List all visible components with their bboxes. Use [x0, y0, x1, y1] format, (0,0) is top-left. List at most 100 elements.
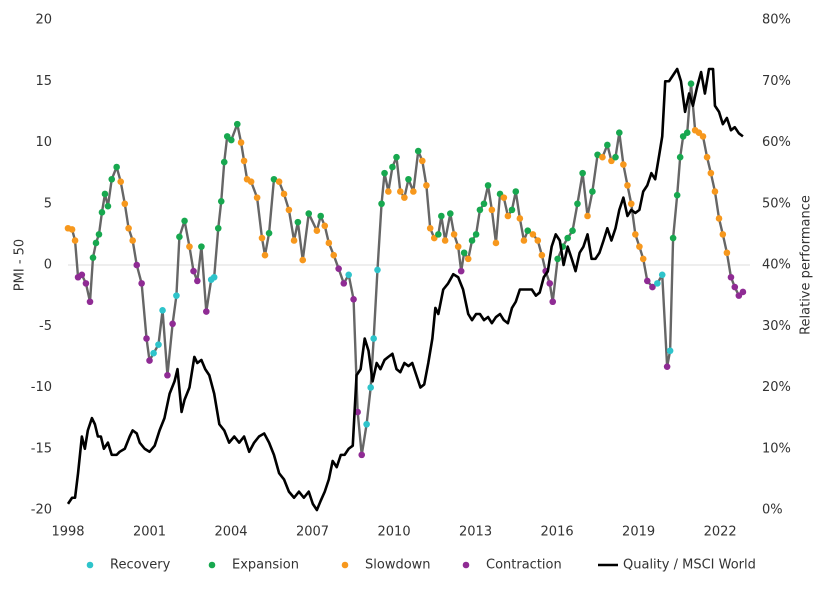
phase-point — [676, 153, 684, 161]
phase-point — [181, 217, 188, 225]
legend-label: Slowdown — [365, 558, 431, 573]
legend-marker — [462, 561, 470, 569]
phase-point — [237, 139, 245, 146]
y2-tick-label: 50% — [762, 196, 791, 211]
phase-point — [504, 212, 512, 220]
legend-marker — [208, 561, 216, 569]
phase-point — [435, 231, 442, 238]
phase-point — [117, 178, 125, 185]
phase-point — [512, 188, 520, 195]
legend-label: Expansion — [232, 558, 299, 573]
phase-point — [78, 271, 86, 279]
phase-point — [699, 133, 707, 140]
phase-point — [299, 256, 307, 264]
phase-point — [290, 237, 298, 244]
phase-point — [350, 296, 357, 303]
phase-point — [438, 212, 445, 220]
phase-point — [104, 202, 112, 210]
phase-point — [294, 218, 302, 226]
legend-label: Quality / MSCI World — [623, 558, 756, 573]
phase-point — [624, 182, 631, 189]
phase-point — [280, 190, 288, 198]
phase-point — [643, 277, 651, 285]
phase-point — [564, 234, 571, 242]
phase-point — [616, 129, 623, 136]
phase-point — [612, 153, 619, 161]
phase-point — [620, 161, 627, 168]
phase-point — [92, 239, 100, 247]
y2-tick-label: 60% — [762, 135, 791, 150]
phase-point — [534, 237, 542, 244]
y-tick-label: -20 — [31, 503, 52, 518]
phase-point — [261, 251, 269, 259]
phase-point — [673, 191, 681, 199]
phase-point — [480, 200, 488, 208]
y2-tick-label: 20% — [762, 380, 791, 395]
phase-point — [447, 210, 454, 217]
phase-point — [516, 215, 524, 222]
phase-point — [270, 175, 278, 183]
phase-point — [363, 420, 370, 428]
phase-point — [715, 215, 723, 222]
phase-point — [636, 243, 643, 250]
x-tick-label: 1998 — [51, 525, 84, 540]
phase-point — [71, 237, 79, 244]
phase-point — [488, 206, 496, 214]
phase-point — [203, 308, 210, 315]
phase-point — [194, 277, 201, 285]
phase-point — [82, 280, 90, 287]
y-tick-label: 10 — [35, 135, 52, 150]
phase-point — [381, 169, 388, 177]
phase-point — [129, 237, 136, 244]
phase-point — [133, 261, 141, 269]
y2-tick-label: 0% — [762, 503, 783, 518]
x-tick-label: 2001 — [133, 525, 166, 540]
series-line — [66, 67, 744, 512]
y2-tick-label: 30% — [762, 319, 791, 334]
pmi-line — [67, 82, 744, 457]
phase-point — [492, 239, 500, 247]
phase-point — [389, 163, 396, 171]
phase-point — [472, 231, 480, 238]
phase-point — [464, 255, 472, 263]
phase-point — [370, 335, 377, 342]
phase-point — [335, 265, 342, 272]
phase-point — [723, 249, 731, 257]
phase-point — [367, 384, 374, 391]
phase-point — [460, 249, 468, 257]
phase-point — [345, 271, 352, 279]
phase-point — [687, 80, 695, 87]
phase-point — [358, 451, 366, 459]
x-tick-label: 2022 — [704, 525, 737, 540]
phase-point — [549, 298, 557, 306]
y-tick-label: 5 — [44, 196, 52, 211]
y-tick-label: 15 — [35, 74, 52, 89]
phase-point — [89, 254, 97, 261]
phase-point — [457, 267, 465, 275]
phase-point — [476, 206, 484, 214]
phase-point — [210, 273, 218, 281]
x-tick-label: 2007 — [296, 525, 329, 540]
legend-label: Recovery — [110, 558, 171, 573]
phase-point — [233, 120, 241, 128]
phase-point — [313, 227, 321, 234]
y2-tick-label: 70% — [762, 74, 791, 89]
phase-point — [666, 347, 674, 355]
phase-point — [217, 198, 225, 205]
phase-point — [410, 188, 417, 195]
phase-point — [454, 243, 462, 250]
phase-point — [484, 182, 492, 189]
y-tick-label: 20 — [35, 13, 52, 28]
phase-point — [594, 151, 601, 159]
phase-point — [414, 147, 422, 155]
phase-point — [524, 227, 532, 234]
phase-point — [220, 158, 228, 166]
phase-point — [632, 231, 639, 238]
phase-point — [305, 210, 313, 217]
phase-point — [658, 271, 666, 279]
x-tick-label: 2019 — [622, 525, 655, 540]
x-tick-label: 2004 — [214, 525, 247, 540]
phase-point — [340, 280, 348, 287]
y2-tick-label: 40% — [762, 258, 791, 273]
